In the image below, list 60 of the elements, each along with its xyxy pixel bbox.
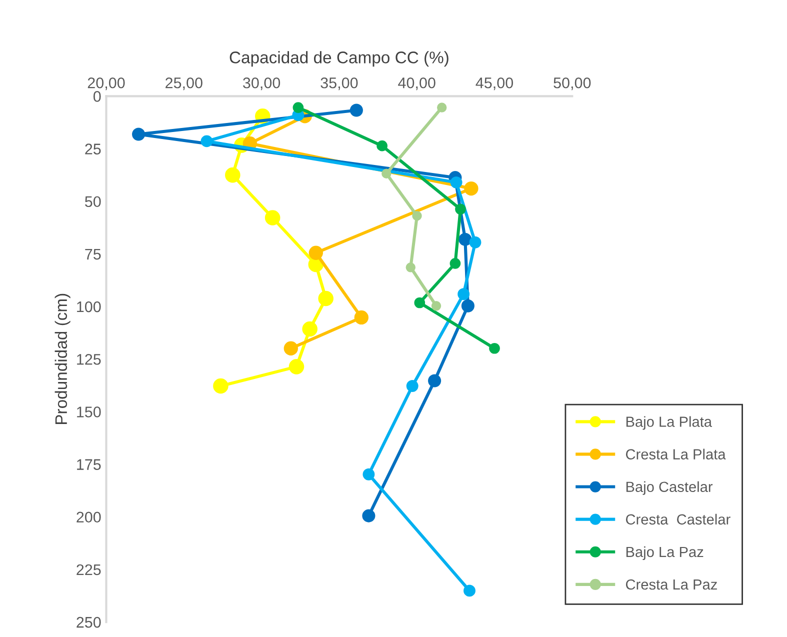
- point: [455, 204, 466, 215]
- y-tick-label: 150: [77, 406, 101, 418]
- point: [414, 297, 426, 308]
- point: [406, 380, 418, 392]
- point: [450, 176, 462, 188]
- point: [354, 310, 368, 325]
- point: [464, 584, 476, 597]
- legend-label: Cresta La Plata: [626, 448, 726, 460]
- point: [264, 210, 280, 226]
- x-tick-label: 30,00: [243, 77, 280, 90]
- x-tick-label: 25,00: [166, 77, 202, 90]
- point: [362, 468, 375, 480]
- legend-label: Bajo La Paz: [626, 546, 704, 560]
- point: [350, 104, 363, 117]
- y-tick-label: 25: [85, 144, 101, 154]
- point: [382, 168, 392, 178]
- x-tick-label: 20,00: [88, 77, 125, 90]
- point: [225, 167, 240, 183]
- point: [376, 140, 388, 152]
- legend-label: Bajo La Plata: [626, 416, 712, 430]
- y-tick-label: 0: [93, 91, 101, 102]
- y-tick-label: 75: [85, 248, 101, 260]
- x-tick-label: 50,00: [554, 77, 591, 90]
- x-axis-title: Capacidad de Campo CC (%): [230, 51, 448, 67]
- point: [302, 321, 318, 337]
- point: [308, 246, 323, 260]
- point: [200, 135, 213, 148]
- y-tick-label: 250: [76, 616, 101, 628]
- point: [431, 301, 442, 311]
- point: [362, 509, 376, 522]
- x-tick-label: 40,00: [398, 77, 436, 90]
- y-tick-label: 175: [77, 459, 101, 470]
- y-axis-title: Produndidad (cm): [54, 294, 70, 424]
- legend-label: Cresta Castelar: [626, 514, 730, 525]
- x-tick-label: 35,00: [320, 77, 358, 90]
- point: [288, 359, 304, 374]
- point: [412, 211, 422, 221]
- point: [458, 232, 472, 246]
- point: [428, 374, 442, 388]
- point: [132, 128, 146, 141]
- point: [318, 290, 334, 306]
- x-tick-label: 45,00: [476, 77, 514, 90]
- y-tick-label: 125: [77, 354, 101, 365]
- y-tick-label: 225: [76, 564, 101, 576]
- point: [461, 299, 474, 312]
- point: [284, 341, 298, 356]
- point: [458, 288, 470, 300]
- y-tick-label: 100: [77, 301, 101, 312]
- point: [450, 258, 461, 269]
- point: [213, 378, 228, 394]
- point: [489, 342, 500, 354]
- legend-label: Cresta La Paz: [626, 579, 717, 590]
- point: [406, 262, 416, 272]
- point: [469, 236, 482, 248]
- y-tick-label: 200: [76, 512, 101, 523]
- point: [464, 181, 478, 196]
- legend-label: Bajo Castelar: [626, 481, 713, 495]
- y-tick-label: 50: [85, 196, 101, 208]
- point: [436, 102, 447, 112]
- point: [292, 102, 304, 113]
